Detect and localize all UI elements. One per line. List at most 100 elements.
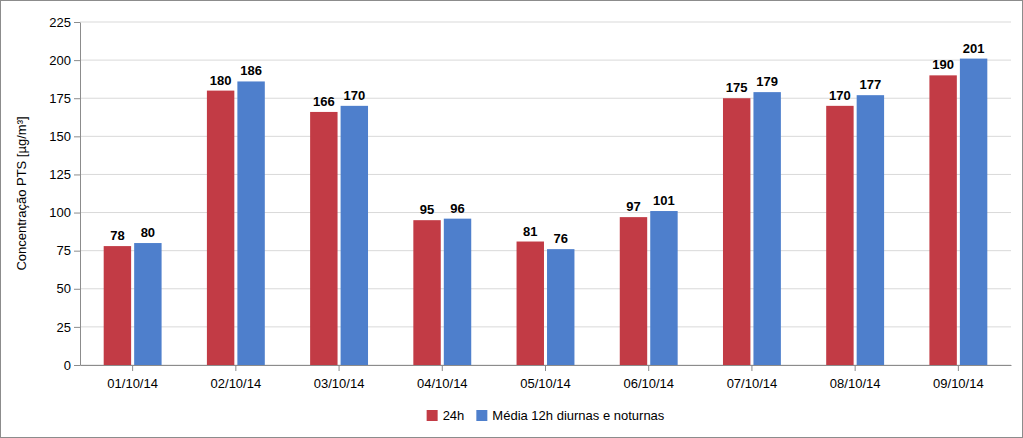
bar (207, 91, 234, 365)
y-axis-line (80, 23, 81, 366)
bar (929, 75, 956, 365)
y-tick: 150 (49, 129, 80, 144)
bar (547, 249, 574, 365)
data-label: 97 (626, 199, 640, 214)
y-tick-mark (74, 365, 80, 366)
bar (134, 243, 161, 365)
x-tick: 07/10/14 (727, 365, 778, 391)
bar (753, 92, 780, 365)
bar (826, 106, 853, 365)
y-tick-label: 175 (49, 91, 71, 106)
x-tick-label: 03/10/14 (314, 376, 365, 391)
y-axis: 0 25 50 75 100 125 150 175 200 225 (49, 15, 80, 373)
y-tick-mark (74, 213, 80, 214)
y-tick: 175 (49, 91, 80, 106)
y-tick: 50 (57, 281, 80, 296)
y-tick: 75 (57, 243, 80, 258)
y-tick-mark (74, 136, 80, 137)
x-tick-label: 04/10/14 (417, 376, 468, 391)
y-tick-mark (74, 289, 80, 290)
y-tick-label: 125 (49, 167, 71, 182)
chart: 0 25 50 75 100 125 150 175 200 225 01/10/14 02/10/1… (0, 0, 1023, 438)
x-axis: 01/10/14 02/10/14 03/10/14 04/10/14 05/10/14… (81, 365, 1012, 391)
data-label: 78 (110, 228, 124, 243)
bar (413, 220, 440, 365)
y-tick-label: 100 (49, 205, 71, 220)
x-tick-label: 06/10/14 (623, 376, 674, 391)
x-tick-mark (132, 365, 133, 371)
y-tick-mark (74, 60, 80, 61)
y-tick: 200 (49, 53, 80, 68)
x-tick: 04/10/14 (417, 365, 468, 391)
x-tick: 08/10/14 (830, 365, 881, 391)
y-tick-label: 225 (49, 15, 71, 30)
bar (620, 217, 647, 365)
y-tick: 100 (49, 205, 80, 220)
grid-line (80, 60, 1011, 61)
x-tick: 03/10/14 (314, 365, 365, 391)
legend-item: Média 12h diurnas e noturnas (476, 408, 665, 423)
data-label: 201 (963, 41, 985, 56)
grid (80, 22, 1011, 365)
data-label: 190 (932, 57, 954, 72)
bar (650, 211, 677, 365)
frame (1, 1, 1023, 438)
y-axis-title: Concentração PTS [µg/m³] (14, 116, 29, 270)
data-label: 81 (523, 224, 537, 239)
x-tick-label: 01/10/14 (107, 376, 158, 391)
legend-swatch (427, 410, 438, 421)
x-tick: 09/10/14 (933, 365, 984, 391)
y-tick-mark (74, 98, 80, 99)
x-tick: 05/10/14 (520, 365, 571, 391)
bar (723, 98, 750, 365)
bar (960, 59, 987, 365)
data-label: 166 (313, 94, 335, 109)
data-label: 180 (210, 73, 232, 88)
y-tick-mark (74, 251, 80, 252)
x-tick-mark (958, 365, 959, 371)
x-tick-label: 07/10/14 (727, 376, 778, 391)
legend-label: Média 12h diurnas e noturnas (492, 408, 665, 423)
bar (857, 95, 884, 365)
x-tick-mark (442, 365, 443, 371)
y-tick-label: 150 (49, 129, 71, 144)
bar (444, 219, 471, 365)
bars (104, 59, 988, 365)
x-tick: 01/10/14 (107, 365, 158, 391)
data-labels: 7818016695819717517019080186170967610117… (110, 41, 984, 247)
y-tick: 125 (49, 167, 80, 182)
x-tick-mark (855, 365, 856, 371)
data-label: 80 (141, 225, 155, 240)
x-tick: 06/10/14 (623, 365, 674, 391)
legend-label: 24h (443, 408, 465, 423)
data-label: 177 (860, 77, 882, 92)
data-label: 101 (653, 193, 675, 208)
y-tick-label: 25 (57, 320, 71, 335)
legend: 24h Média 12h diurnas e noturnas (427, 408, 665, 423)
y-tick-mark (74, 327, 80, 328)
data-label: 179 (756, 74, 778, 89)
x-tick-mark (648, 365, 649, 371)
y-tick: 225 (49, 15, 80, 30)
x-tick-label: 09/10/14 (933, 376, 984, 391)
y-tick-mark (74, 22, 80, 23)
y-tick-label: 75 (57, 243, 71, 258)
data-label: 76 (554, 231, 568, 246)
legend-swatch (476, 410, 487, 421)
bar (310, 112, 337, 365)
x-tick-mark (235, 365, 236, 371)
bar (237, 81, 264, 365)
y-tick: 0 (64, 358, 80, 373)
y-tick-label: 200 (49, 53, 71, 68)
data-label: 175 (726, 80, 748, 95)
y-tick-label: 50 (57, 281, 71, 296)
x-tick-label: 08/10/14 (830, 376, 881, 391)
data-label: 186 (240, 63, 262, 78)
bar (341, 106, 368, 365)
x-tick-label: 02/10/14 (211, 376, 262, 391)
x-tick-mark (751, 365, 752, 371)
y-tick-mark (74, 174, 80, 175)
legend-item: 24h (427, 408, 465, 423)
data-label: 96 (450, 201, 464, 216)
bar (517, 242, 544, 365)
